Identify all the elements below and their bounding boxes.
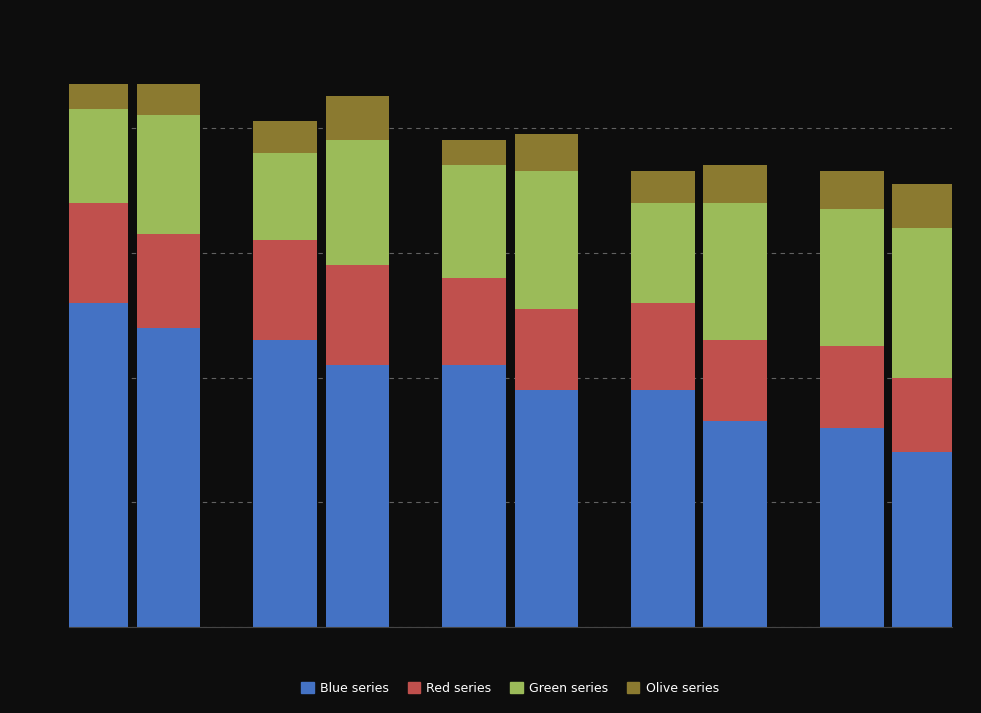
Bar xyxy=(703,421,767,627)
Bar xyxy=(253,340,317,627)
Bar xyxy=(631,390,695,627)
Bar xyxy=(65,202,128,302)
Bar xyxy=(442,140,506,165)
Bar xyxy=(703,202,767,340)
Bar xyxy=(253,121,317,153)
Bar xyxy=(442,365,506,627)
Bar xyxy=(253,153,317,240)
Bar xyxy=(326,140,389,265)
Bar xyxy=(515,390,578,627)
Bar xyxy=(893,184,955,227)
Bar xyxy=(515,171,578,309)
Bar xyxy=(326,265,389,365)
Bar xyxy=(820,209,884,347)
Bar xyxy=(65,302,128,627)
Bar xyxy=(515,134,578,171)
Bar xyxy=(136,84,200,115)
Bar xyxy=(442,165,506,277)
Bar xyxy=(631,302,695,390)
Bar xyxy=(136,234,200,327)
Bar xyxy=(820,171,884,209)
Bar xyxy=(631,171,695,202)
Bar xyxy=(136,327,200,627)
Bar xyxy=(893,377,955,453)
Legend: Blue series, Red series, Green series, Olive series: Blue series, Red series, Green series, O… xyxy=(296,677,724,700)
Bar xyxy=(820,428,884,627)
Bar xyxy=(893,227,955,377)
Bar xyxy=(703,340,767,421)
Bar xyxy=(820,347,884,428)
Bar xyxy=(65,109,128,202)
Bar xyxy=(515,309,578,390)
Bar xyxy=(326,365,389,627)
Bar xyxy=(253,240,317,340)
Bar xyxy=(631,202,695,302)
Bar xyxy=(136,115,200,234)
Bar xyxy=(703,165,767,202)
Bar xyxy=(893,453,955,627)
Bar xyxy=(65,84,128,109)
Bar xyxy=(326,96,389,140)
Bar xyxy=(442,277,506,365)
